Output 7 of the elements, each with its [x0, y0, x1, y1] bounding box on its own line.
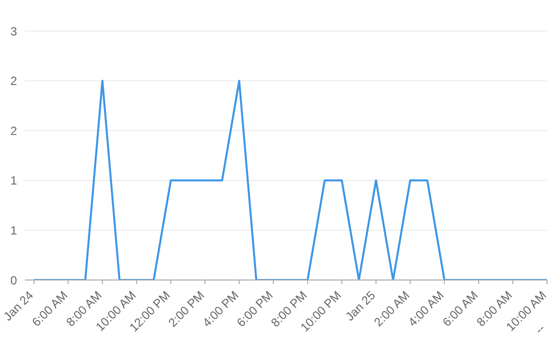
- y-tick-label: 0: [10, 273, 18, 288]
- text: --: [532, 321, 548, 337]
- y-tick-label: 1: [10, 223, 18, 238]
- y-tick-label: 2: [10, 74, 18, 88]
- y-tick-label: 2: [10, 124, 18, 138]
- y-tick-label: 3: [10, 24, 18, 38]
- y-tick-label: 1: [10, 174, 18, 188]
